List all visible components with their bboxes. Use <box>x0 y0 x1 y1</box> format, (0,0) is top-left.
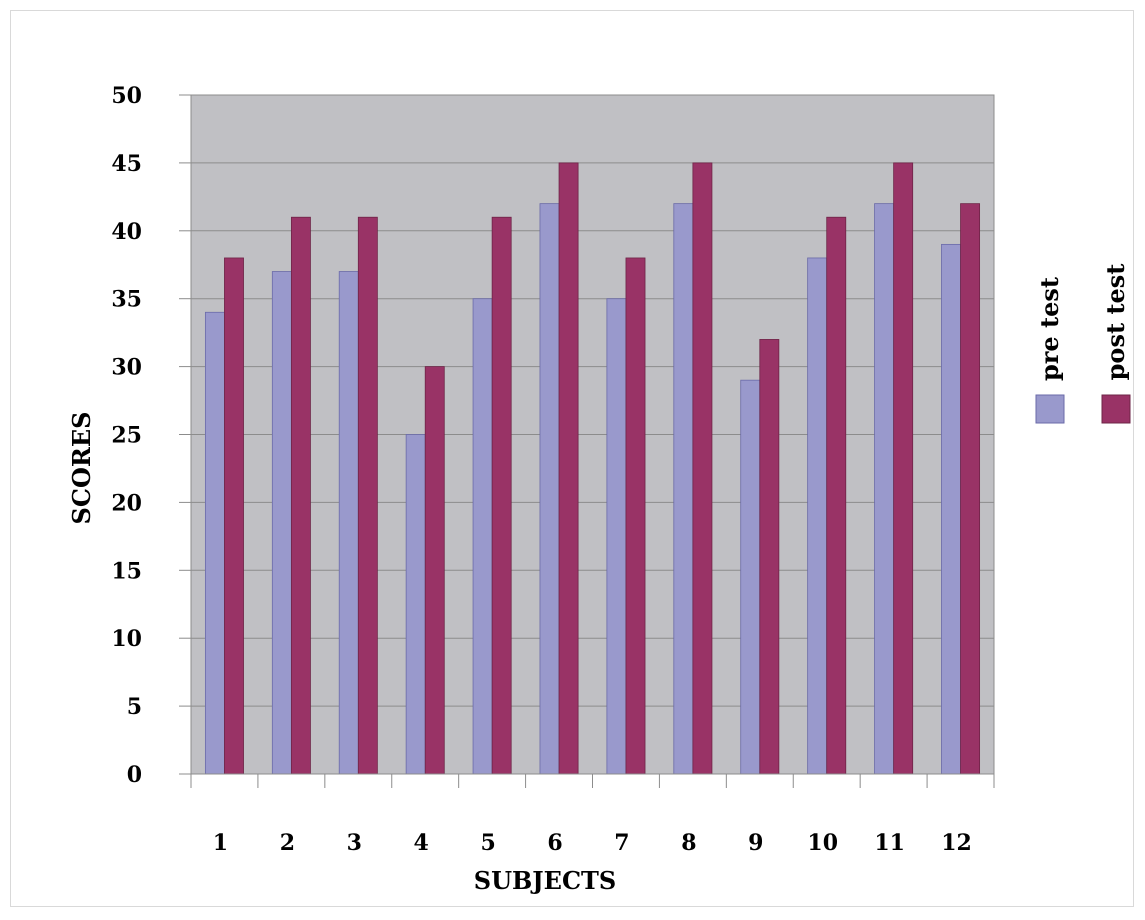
y-tick-label: 30 <box>111 355 142 381</box>
x-tick-label: 12 <box>941 830 972 856</box>
bar-post-test-5 <box>491 216 512 775</box>
bars <box>204 162 981 775</box>
y-tick-label: 50 <box>111 83 142 109</box>
bar-post-test-3 <box>357 216 378 775</box>
bar-post-test-12 <box>960 203 981 775</box>
x-tick-label: 5 <box>480 830 495 856</box>
bar-pre-test-4 <box>405 434 426 775</box>
bar-post-test-4 <box>424 366 445 775</box>
legend-label-post-test: post test <box>1101 264 1130 381</box>
legend-item-post-test: post test <box>1101 264 1131 424</box>
x-tick-label: 9 <box>748 830 763 856</box>
x-tick-label: 4 <box>414 830 429 856</box>
y-tick-label: 25 <box>111 423 142 449</box>
x-tick-label: 11 <box>874 830 905 856</box>
legend-item-pre-test: pre test <box>1035 277 1065 424</box>
bar-pre-test-11 <box>874 203 895 775</box>
bar-post-test-11 <box>893 162 914 775</box>
x-tick-label: 1 <box>213 830 228 856</box>
bar-post-test-10 <box>826 216 847 775</box>
x-axis-title: SUBJECTS <box>474 866 617 895</box>
x-tick-label: 6 <box>547 830 562 856</box>
legend: pre test post test <box>1035 264 1131 424</box>
bar-pre-test-12 <box>941 243 961 775</box>
bar-pre-test-8 <box>673 203 694 775</box>
bar-pre-test-5 <box>472 298 493 775</box>
y-tick-label: 15 <box>111 558 142 584</box>
y-tick-labels: 0 5 10 15 20 25 30 35 40 45 50 <box>111 83 191 788</box>
bar-pre-test-1 <box>204 311 225 775</box>
bar-pre-test-6 <box>539 203 560 775</box>
bar-post-test-1 <box>224 257 244 775</box>
bar-pre-test-9 <box>740 379 761 775</box>
x-tick-label: 7 <box>614 830 629 856</box>
bar-post-test-6 <box>558 162 579 775</box>
x-tick-label: 3 <box>347 830 362 856</box>
legend-swatch-post-test <box>1101 394 1131 424</box>
x-tick-labels: 1 2 3 4 5 6 7 8 9 10 11 12 <box>190 774 995 856</box>
bar-pre-test-3 <box>338 271 359 775</box>
gridlines <box>191 94 994 707</box>
bar-post-test-7 <box>625 257 646 775</box>
x-tick-label: 10 <box>807 830 838 856</box>
bar-pre-test-10 <box>807 257 828 775</box>
bar-post-test-2 <box>290 216 311 775</box>
legend-swatch-pre-test <box>1035 394 1065 424</box>
y-tick-label: 0 <box>127 762 142 788</box>
y-axis-title: SCORES <box>67 412 96 525</box>
bar-post-test-8 <box>692 162 713 775</box>
y-tick-label: 35 <box>111 287 142 313</box>
legend-label-pre-test: pre test <box>1035 277 1064 381</box>
x-tick-label: 8 <box>681 830 696 856</box>
x-tick-label: 2 <box>280 830 295 856</box>
y-tick-label: 20 <box>111 490 142 516</box>
bar-pre-test-2 <box>271 271 292 775</box>
y-tick-label: 10 <box>111 626 142 652</box>
bar-pre-test-7 <box>606 298 627 775</box>
y-tick-label: 5 <box>127 694 142 720</box>
y-tick-label: 45 <box>111 151 142 177</box>
y-tick-label: 40 <box>111 219 142 245</box>
bar-post-test-9 <box>759 339 780 775</box>
